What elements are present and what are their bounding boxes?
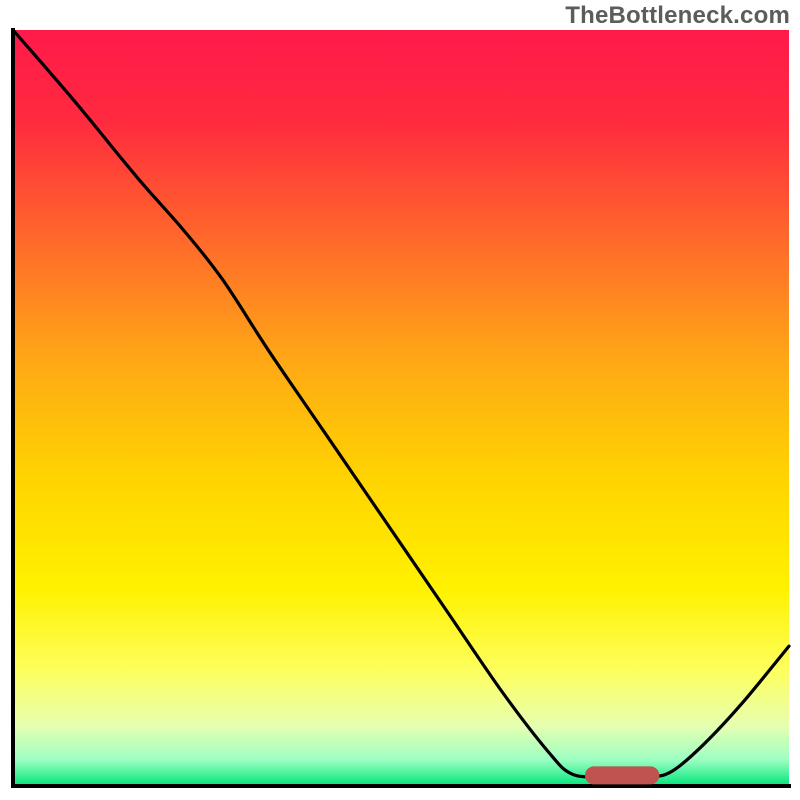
chart-container: TheBottleneck.com	[0, 0, 800, 800]
watermark-text: TheBottleneck.com	[565, 2, 790, 30]
gradient-background	[13, 30, 789, 786]
plot-area	[0, 0, 800, 800]
optimal-range-marker	[585, 766, 659, 784]
chart-svg	[0, 0, 800, 800]
